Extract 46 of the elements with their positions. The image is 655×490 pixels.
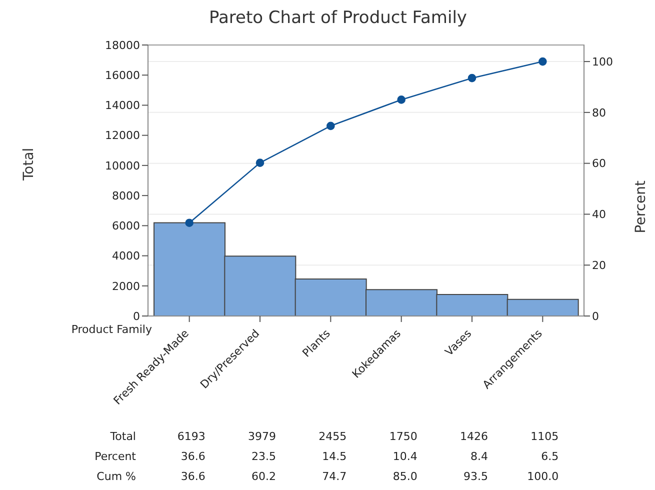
- text: 36.6: [180, 450, 206, 463]
- point: [397, 96, 406, 104]
- y-tick-label: 12000: [105, 129, 140, 142]
- data-label: 1105: [530, 430, 559, 443]
- data-label: 85.0: [392, 470, 418, 483]
- y2-tick-label: 40: [592, 208, 606, 222]
- y2-tick-label: 20: [592, 259, 606, 272]
- point: [538, 57, 547, 66]
- y-tick-label: 0: [133, 310, 140, 323]
- text: Percent: [94, 450, 136, 463]
- chart-title: Pareto Chart of Product Family: [208, 8, 468, 28]
- y2-tick-label: 100: [592, 55, 613, 68]
- data-label: 6193: [177, 430, 206, 443]
- point: [326, 122, 335, 130]
- y-tick-label: 16000: [105, 69, 140, 82]
- point: [256, 158, 264, 167]
- data-label: 74.7: [322, 470, 347, 483]
- text: 14.5: [322, 450, 347, 463]
- text: Cum %: [96, 470, 136, 483]
- y-tick-label: 8000: [112, 189, 140, 202]
- y-tick-label: 4000: [112, 250, 140, 263]
- text: 10.4: [392, 450, 418, 463]
- text: Total: [110, 430, 136, 443]
- y-axis-title: Total: [20, 148, 37, 182]
- point: [468, 74, 476, 82]
- y-tick-label: 2000: [112, 280, 140, 293]
- data-label: 93.5: [464, 470, 488, 483]
- y-tick-label: 10000: [105, 159, 140, 172]
- data-label: 36.6: [180, 470, 206, 483]
- text: 23.5: [252, 450, 276, 463]
- y2-axis-title: Percent: [632, 180, 649, 234]
- data-label: 2455: [318, 430, 347, 443]
- text: 6.5: [541, 450, 559, 463]
- y2-tick-label: 0: [592, 310, 599, 323]
- data-label: 60.2: [252, 470, 276, 483]
- point: [185, 218, 194, 228]
- y2-tick-label: 60: [592, 157, 606, 170]
- y-tick-label: 14000: [105, 99, 140, 112]
- data-label: 1426: [460, 430, 488, 443]
- data-label: 100.0: [527, 470, 559, 483]
- data-label: 3979: [248, 430, 276, 443]
- y-tick-label: 18000: [105, 38, 140, 52]
- data-label: 1750: [389, 430, 418, 443]
- y-tick-label: 6000: [112, 220, 140, 233]
- y2-tick-label: 80: [592, 106, 606, 120]
- text: 8.4: [470, 450, 488, 463]
